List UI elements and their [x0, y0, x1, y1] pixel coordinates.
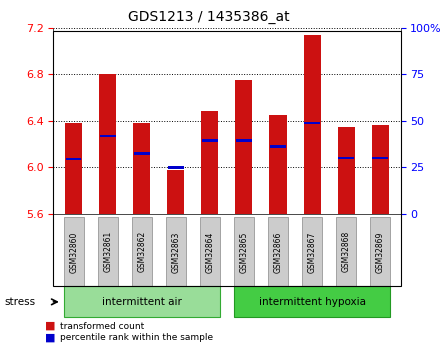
Bar [134, 152, 150, 155]
Bar [303, 34, 320, 214]
Bar [66, 158, 81, 160]
Bar [338, 157, 354, 159]
Text: percentile rank within the sample: percentile rank within the sample [60, 333, 213, 342]
Bar [271, 145, 286, 148]
Text: stress: stress [4, 297, 36, 307]
Bar [168, 166, 184, 169]
Text: GSM32869: GSM32869 [376, 231, 384, 273]
Text: GSM32868: GSM32868 [342, 231, 351, 273]
Bar [304, 122, 320, 124]
Bar [134, 123, 150, 214]
Bar [372, 125, 388, 214]
Bar [99, 74, 116, 214]
Text: ■: ■ [44, 333, 55, 342]
Text: GSM32867: GSM32867 [307, 231, 316, 273]
Text: ■: ■ [44, 321, 55, 331]
Bar [235, 80, 252, 214]
Text: intermittent hypoxia: intermittent hypoxia [259, 297, 365, 307]
Bar [100, 135, 116, 137]
Text: GSM32865: GSM32865 [239, 231, 248, 273]
Text: intermittent air: intermittent air [102, 297, 182, 307]
Bar [202, 139, 218, 142]
Bar [167, 170, 184, 214]
Text: GDS1213 / 1435386_at: GDS1213 / 1435386_at [128, 10, 290, 24]
Text: GSM32866: GSM32866 [274, 231, 283, 273]
Text: GSM32860: GSM32860 [69, 231, 78, 273]
Bar [202, 111, 218, 214]
Text: GSM32862: GSM32862 [138, 231, 146, 273]
Bar [270, 115, 287, 214]
Bar [236, 139, 251, 142]
Bar [338, 127, 355, 214]
Bar [65, 123, 82, 214]
Text: GSM32863: GSM32863 [171, 231, 180, 273]
Text: GSM32864: GSM32864 [206, 231, 214, 273]
Text: GSM32861: GSM32861 [103, 231, 112, 273]
Text: transformed count: transformed count [60, 322, 144, 331]
Bar [372, 157, 388, 159]
